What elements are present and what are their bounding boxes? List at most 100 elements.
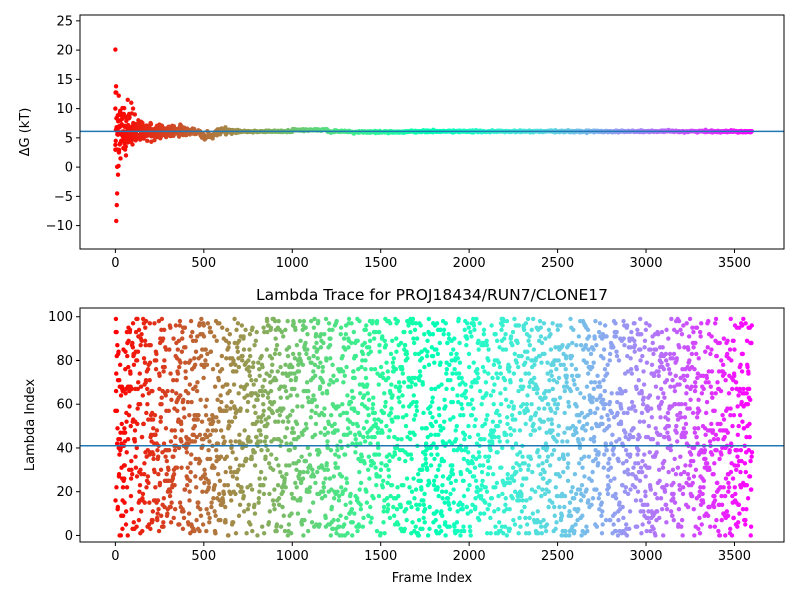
lambda-point <box>137 489 142 494</box>
delta-g-point <box>114 164 120 169</box>
delta-g-point <box>114 218 119 224</box>
lambda-point <box>261 491 267 497</box>
lambda-point <box>293 375 299 381</box>
lambda-point <box>299 522 305 527</box>
lambda-point <box>207 456 213 462</box>
lambda-point <box>706 318 711 324</box>
lambda-point <box>710 428 716 433</box>
lambda-point <box>722 371 727 376</box>
lambda-point <box>588 351 594 357</box>
lambda-point <box>677 345 682 350</box>
lambda-point <box>651 351 656 357</box>
lambda-point <box>668 371 673 376</box>
lambda-point <box>627 526 632 532</box>
lambda-point <box>342 522 347 527</box>
lambda-point <box>676 506 682 512</box>
lambda-point <box>292 356 298 361</box>
lambda-point <box>688 452 694 457</box>
lambda-point <box>161 369 166 374</box>
lambda-point <box>384 360 389 365</box>
lambda-point <box>690 325 695 330</box>
lambda-point <box>541 321 547 326</box>
lambda-point <box>266 461 272 466</box>
lambda-point <box>187 498 192 503</box>
lambda-point <box>561 362 566 368</box>
lambda-point <box>130 321 136 326</box>
lambda-point <box>208 349 214 354</box>
lambda-point <box>215 397 220 403</box>
lambda-point <box>244 408 250 413</box>
lambda-point <box>632 321 637 326</box>
lambda-point <box>717 340 722 346</box>
lambda-point <box>484 489 490 494</box>
lambda-point <box>724 509 730 514</box>
lambda-point <box>553 485 559 490</box>
lambda-point <box>303 340 308 346</box>
lambda-point <box>538 334 544 339</box>
lambda-point <box>161 524 166 529</box>
delta-g-point <box>129 100 134 105</box>
lambda-point <box>335 428 340 433</box>
lambda-point <box>318 345 324 350</box>
lambda-point <box>223 520 228 525</box>
lambda-point <box>641 395 646 400</box>
lambda-point <box>207 439 212 444</box>
lambda-point <box>513 417 518 422</box>
lambda-point <box>419 426 425 431</box>
lambda-point <box>179 465 184 470</box>
lambda-point <box>503 502 508 508</box>
lambda-point <box>252 404 257 409</box>
lambda-point <box>260 412 266 418</box>
lambda-point <box>481 332 487 337</box>
lambda-point <box>236 391 241 396</box>
lambda-point <box>590 395 595 400</box>
lambda-point <box>413 382 418 387</box>
lambda-point <box>297 469 303 475</box>
lambda-point <box>437 524 442 529</box>
lambda-point <box>520 454 525 459</box>
lambda-point <box>644 528 649 534</box>
lambda-point <box>542 469 547 475</box>
lambda-point <box>537 454 542 459</box>
lambda-point <box>636 377 641 383</box>
lambda-point <box>300 404 305 409</box>
lambda-point <box>201 323 207 328</box>
lambda-point <box>141 421 146 427</box>
lambda-point <box>624 458 629 464</box>
lambda-point <box>582 474 587 479</box>
y-tick-label: 15 <box>56 73 73 88</box>
lambda-point <box>555 327 560 333</box>
lambda-point <box>637 316 643 322</box>
lambda-point <box>215 362 220 368</box>
lambda-point <box>311 369 316 374</box>
lambda-point <box>542 491 548 497</box>
lambda-point <box>300 362 306 368</box>
lambda-point <box>368 520 373 525</box>
lambda-point <box>454 520 460 525</box>
lambda-point <box>674 430 679 435</box>
lambda-point <box>414 408 420 413</box>
lambda-point <box>304 426 309 431</box>
lambda-point <box>704 399 710 405</box>
lambda-point <box>129 472 135 477</box>
lambda-point <box>641 382 647 387</box>
lambda-point <box>145 474 151 479</box>
lambda-point <box>447 506 453 512</box>
lambda-point <box>222 439 227 444</box>
lambda-point <box>316 364 321 370</box>
lambda-point <box>394 349 399 354</box>
lambda-point <box>564 533 569 538</box>
lambda-point <box>220 500 226 505</box>
lambda-point <box>719 493 724 499</box>
lambda-point <box>147 321 153 326</box>
lambda-point <box>707 504 712 510</box>
lambda-point <box>301 318 307 324</box>
lambda-point <box>687 358 692 363</box>
lambda-point <box>260 393 266 398</box>
lambda-point <box>495 408 500 413</box>
lambda-point <box>172 428 178 433</box>
delta-g-x-ticks: 0 500 1000 1500 2000 2500 3000 3500 <box>111 249 751 271</box>
lambda-point <box>355 423 361 429</box>
lambda-point <box>456 316 461 322</box>
lambda-point <box>553 410 558 416</box>
